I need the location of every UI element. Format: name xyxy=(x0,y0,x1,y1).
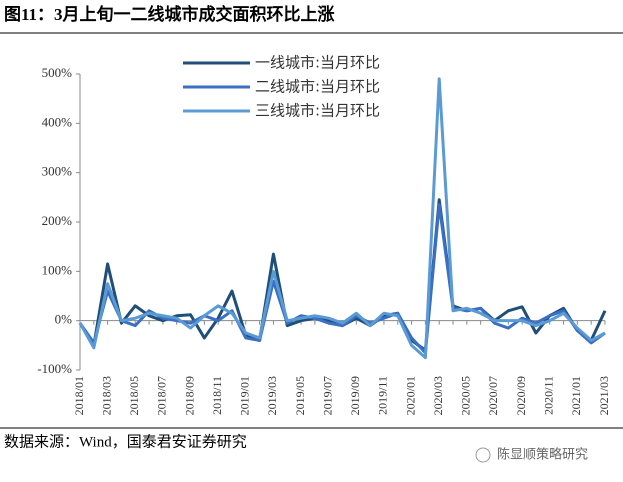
x-tick-label: 2018/11 xyxy=(210,376,224,415)
x-tick-label: 2019/03 xyxy=(265,376,279,415)
legend-label: 一线城市:当月环比 xyxy=(255,54,380,72)
y-tick-label: 300% xyxy=(42,164,73,179)
x-tick-label: 2018/05 xyxy=(127,376,141,415)
x-tick-label: 2019/11 xyxy=(376,376,390,415)
y-tick-label: 100% xyxy=(42,262,73,277)
legend-label: 二线城市:当月环比 xyxy=(255,78,380,96)
y-tick-label: 500% xyxy=(42,65,73,80)
y-tick-label: 0% xyxy=(55,312,73,327)
x-tick-label: 2020/11 xyxy=(541,376,555,415)
x-tick-label: 2019/07 xyxy=(320,376,334,415)
series-line xyxy=(78,203,606,355)
x-tick-label: 2021/01 xyxy=(569,376,583,415)
x-tick-label: 2020/07 xyxy=(486,376,500,415)
x-tick-label: 2018/01 xyxy=(72,376,86,415)
series-line xyxy=(78,77,606,360)
series-line xyxy=(78,198,607,352)
x-tick-label: 2020/01 xyxy=(403,376,417,415)
x-tick-label: 2021/03 xyxy=(597,376,611,415)
x-tick-label: 2020/09 xyxy=(514,376,528,415)
x-tick-label: 2019/05 xyxy=(293,376,307,415)
x-tick-label: 2019/01 xyxy=(238,376,252,415)
x-tick-label: 2020/05 xyxy=(459,376,473,415)
x-tick-label: 2018/09 xyxy=(182,376,196,415)
chart-title: 图11：3月上旬一二线城市成交面积环比上涨 xyxy=(4,4,335,24)
y-tick-label: 200% xyxy=(42,213,73,228)
watermark-icon xyxy=(475,447,491,463)
x-tick-label: 2019/09 xyxy=(348,376,362,415)
x-tick-label: 2020/03 xyxy=(431,376,445,415)
legend-label: 三线城市:当月环比 xyxy=(255,102,380,120)
watermark: 陈显顺策略研究 xyxy=(497,447,588,463)
x-tick-label: 2018/03 xyxy=(99,376,113,415)
y-tick-label: 400% xyxy=(42,114,73,129)
y-tick-label: -100% xyxy=(37,361,72,376)
source: 数据来源：Wind，国泰君安证券研究 xyxy=(4,433,247,450)
x-tick-label: 2018/07 xyxy=(155,376,169,415)
